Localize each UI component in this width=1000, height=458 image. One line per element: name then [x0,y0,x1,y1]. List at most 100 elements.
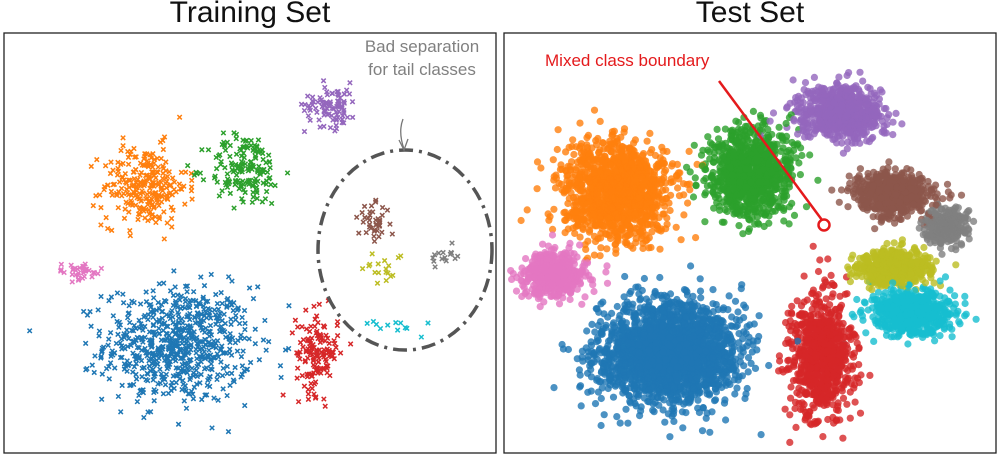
data-point [110,181,116,188]
data-point [227,382,233,389]
data-point [198,325,204,331]
data-point [118,161,124,168]
data-point [697,151,706,159]
data-point [322,102,328,109]
data-point [220,365,227,372]
data-point [186,324,192,331]
data-point [155,164,161,170]
data-point [387,221,393,227]
data-point [80,269,87,276]
data-point [88,323,94,329]
data-point [163,323,170,329]
data-point [323,332,329,339]
data-point [639,244,647,252]
data-point [119,354,125,361]
data-point [102,162,109,169]
data-point [376,222,383,229]
data-point [254,195,260,202]
data-point [709,286,717,294]
data-point [164,173,171,180]
data-point [242,189,248,196]
data-point [26,328,33,334]
data-point [257,167,263,174]
data-point [207,366,214,372]
data-point [246,336,252,342]
data-point [328,112,335,119]
data-point [162,382,169,388]
data-point [106,336,112,342]
data-point [107,170,114,177]
data-point [365,215,371,221]
data-point [151,398,157,404]
data-point [168,351,175,358]
data-point [98,396,105,403]
data-point [319,103,325,110]
data-point [334,332,341,339]
data-point [882,104,890,113]
data-point [121,366,128,372]
data-point [252,153,259,159]
data-point [387,273,394,280]
data-point [371,238,378,245]
data-point [795,377,803,385]
data-point [184,283,191,289]
data-point [309,385,315,392]
data-point [613,302,621,311]
data-point [179,340,185,347]
data-point [177,297,183,303]
data-point [402,324,409,331]
data-point [219,372,226,379]
data-point [366,224,373,230]
data-point [108,294,115,300]
data-point [156,305,163,312]
data-point [181,398,188,404]
data-point [149,201,156,207]
data-point [272,182,278,189]
data-point [214,351,221,357]
data-point [242,326,248,333]
data-point [188,341,194,348]
data-point [166,313,172,319]
data-point [785,203,794,211]
data-point [184,365,190,372]
data-point [252,178,258,184]
data-point [106,376,113,382]
data-point [880,122,888,130]
data-point [824,255,832,263]
data-point [692,182,700,190]
data-point [827,271,835,279]
data-point [103,214,109,221]
data-point [203,392,210,398]
data-point [577,402,585,410]
data-point [216,328,223,335]
data-point [230,377,237,383]
data-point [154,199,161,205]
data-point [107,329,114,336]
data-point [393,319,399,326]
data-point [149,215,155,222]
data-point [691,174,699,182]
data-point [305,386,311,393]
data-point [221,311,227,318]
data-point [159,321,165,327]
data-point [374,280,381,286]
data-point [136,196,142,202]
data-point [180,377,186,384]
data-point [172,298,179,305]
data-point [164,220,170,226]
data-point [340,120,347,126]
data-point [240,178,246,184]
data-point [214,179,220,185]
data-point [692,234,700,242]
data-point [221,329,228,335]
data-point [210,354,216,361]
data-point [341,107,347,114]
data-point [115,204,122,211]
data-point [178,169,185,176]
data-point [213,315,220,321]
data-point [115,393,122,400]
data-point [161,357,168,364]
data-point [219,300,225,307]
data-point [321,324,328,330]
data-point [203,310,209,316]
